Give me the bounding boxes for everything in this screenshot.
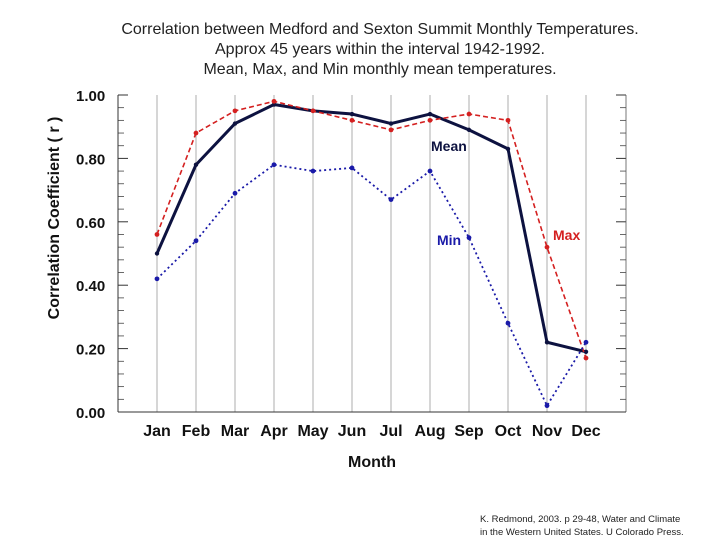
chart-title-line-3: Mean, Max, and Min monthly mean temperat… xyxy=(203,61,557,78)
source-credit-line-1: K. Redmond, 2003. p 29-48, Water and Cli… xyxy=(480,514,681,525)
data-point-min xyxy=(466,235,472,241)
series-line-max xyxy=(156,100,587,359)
y-tick-label: 0.40 xyxy=(76,278,105,295)
x-tick-label: Nov xyxy=(532,423,562,440)
data-point-mean xyxy=(154,251,160,256)
data-point-mean xyxy=(583,349,589,354)
data-point-mean xyxy=(349,111,355,117)
y-tick-label: 1.00 xyxy=(76,88,105,105)
x-tick-label: Jul xyxy=(379,423,402,440)
x-tick-label: Apr xyxy=(260,423,288,440)
data-point-max xyxy=(388,127,394,133)
data-point-min xyxy=(544,403,550,409)
series-line-min xyxy=(156,163,587,407)
data-point-min xyxy=(310,168,316,174)
data-point-mean xyxy=(466,127,472,133)
data-point-min xyxy=(232,190,238,196)
y-tick-label: 0.60 xyxy=(76,215,105,232)
source-credit-line-2: in the Western United States. U Colorado… xyxy=(480,527,684,538)
chart-title-line-2: Approx 45 years within the interval 1942… xyxy=(215,41,545,58)
data-point-min xyxy=(427,168,433,174)
y-tick-label: 0.20 xyxy=(76,342,105,359)
x-axis-title: Month xyxy=(348,454,396,471)
series-annotation-min: Min xyxy=(437,232,461,248)
data-point-min xyxy=(583,339,589,345)
x-tick-label: Sep xyxy=(454,423,484,440)
data-point-min xyxy=(349,165,355,171)
x-tick-label: Jan xyxy=(143,423,171,440)
data-point-mean xyxy=(232,121,238,126)
data-point-max xyxy=(271,98,277,104)
x-tick-label: Oct xyxy=(495,423,522,440)
y-tick-label: 0.80 xyxy=(76,151,105,168)
x-tick-label: Dec xyxy=(571,423,600,440)
data-point-max xyxy=(154,232,160,237)
series-line-mean xyxy=(155,103,587,354)
data-point-mean xyxy=(388,121,394,126)
data-point-min xyxy=(388,197,394,203)
x-tick-label: Feb xyxy=(182,423,211,440)
data-point-max xyxy=(544,244,550,250)
source-credit: K. Redmond, 2003. p 29-48, Water and Cli… xyxy=(480,513,684,539)
data-point-max xyxy=(349,117,355,123)
chart-title-line-1: Correlation between Medford and Sexton S… xyxy=(121,21,639,38)
x-tick-label: Mar xyxy=(221,423,249,440)
data-point-mean xyxy=(427,111,433,117)
data-point-max xyxy=(232,108,238,114)
data-point-max xyxy=(466,111,472,117)
data-point-mean xyxy=(505,146,511,152)
data-point-max xyxy=(193,130,199,136)
x-tick-label: Jun xyxy=(338,423,366,440)
data-point-max xyxy=(427,117,433,123)
chart-title: Correlation between Medford and Sexton S… xyxy=(60,20,700,80)
data-point-min xyxy=(505,320,511,326)
series-annotation-mean: Mean xyxy=(431,138,467,154)
data-point-mean xyxy=(544,340,550,345)
data-point-max xyxy=(583,355,589,361)
series-annotation-max: Max xyxy=(553,227,580,243)
data-point-mean xyxy=(193,162,199,167)
data-point-max xyxy=(310,108,316,114)
y-axis-title: Correlation Coefficient ( r ) xyxy=(46,117,63,320)
y-tick-label: 0.00 xyxy=(76,405,105,422)
x-tick-label: May xyxy=(297,423,328,440)
data-point-min xyxy=(193,238,199,244)
data-point-max xyxy=(505,117,511,123)
data-point-min xyxy=(271,162,277,168)
data-point-min xyxy=(154,276,160,282)
x-tick-label: Aug xyxy=(414,423,445,440)
